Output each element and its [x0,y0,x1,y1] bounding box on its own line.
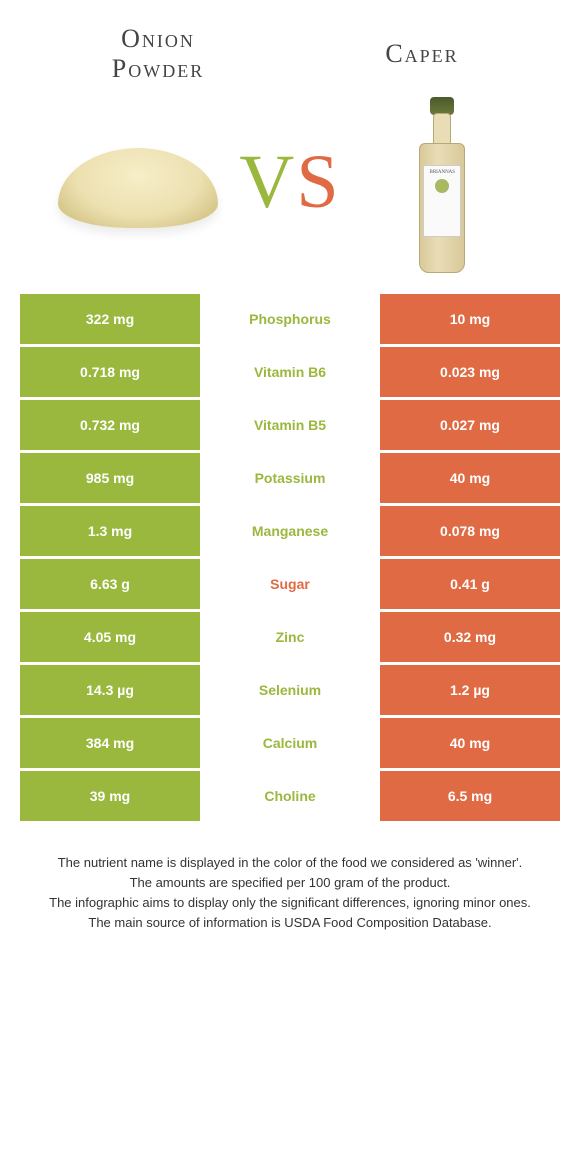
table-row: 1.3 mgManganese0.078 mg [20,506,560,556]
nutrient-name: Vitamin B6 [200,347,380,397]
table-row: 39 mgCholine6.5 mg [20,771,560,821]
vs-s: S [296,140,340,224]
footer-notes: The nutrient name is displayed in the co… [20,853,560,934]
left-food-header: Onion Powder [36,24,290,84]
nutrient-name: Phosphorus [200,294,380,344]
right-food-header: Caper [290,39,544,69]
nutrient-name: Sugar [200,559,380,609]
right-value: 6.5 mg [380,771,560,821]
table-row: 6.63 gSugar0.41 g [20,559,560,609]
left-food-title: Onion Powder [36,24,280,84]
left-food-image [36,94,239,272]
nutrient-comparison-table: 322 mgPhosphorus10 mg0.718 mgVitamin B60… [20,294,560,821]
left-title-line2: Powder [112,54,204,83]
left-value: 4.05 mg [20,612,200,662]
footer-line-3: The infographic aims to display only the… [20,893,560,913]
header-titles: Onion Powder Caper [0,0,580,84]
left-value: 39 mg [20,771,200,821]
bottle-brand-text: BRIANNAS [430,170,456,175]
right-value: 0.027 mg [380,400,560,450]
nutrient-name: Calcium [200,718,380,768]
left-value: 322 mg [20,294,200,344]
left-value: 0.718 mg [20,347,200,397]
images-row: VS BRIANNAS [0,84,580,294]
table-row: 4.05 mgZinc0.32 mg [20,612,560,662]
table-row: 384 mgCalcium40 mg [20,718,560,768]
right-value: 40 mg [380,453,560,503]
nutrient-name: Manganese [200,506,380,556]
nutrient-name: Choline [200,771,380,821]
onion-powder-illustration [58,128,218,238]
right-value: 0.32 mg [380,612,560,662]
left-value: 14.3 µg [20,665,200,715]
table-row: 0.732 mgVitamin B50.027 mg [20,400,560,450]
right-value: 0.41 g [380,559,560,609]
right-value: 40 mg [380,718,560,768]
right-value: 1.2 µg [380,665,560,715]
nutrient-name: Zinc [200,612,380,662]
nutrient-name: Vitamin B5 [200,400,380,450]
right-food-image: BRIANNAS [341,94,544,272]
left-value: 0.732 mg [20,400,200,450]
left-value: 985 mg [20,453,200,503]
right-value: 0.078 mg [380,506,560,556]
right-value: 10 mg [380,294,560,344]
left-value: 1.3 mg [20,506,200,556]
caper-bottle-illustration: BRIANNAS [411,93,473,273]
left-value: 6.63 g [20,559,200,609]
nutrient-name: Selenium [200,665,380,715]
footer-line-2: The amounts are specified per 100 gram o… [20,873,560,893]
table-row: 322 mgPhosphorus10 mg [20,294,560,344]
table-row: 985 mgPotassium40 mg [20,453,560,503]
left-title-line1: Onion [121,24,195,53]
nutrient-name: Potassium [200,453,380,503]
right-value: 0.023 mg [380,347,560,397]
footer-line-1: The nutrient name is displayed in the co… [20,853,560,873]
table-row: 14.3 µgSelenium1.2 µg [20,665,560,715]
right-food-title: Caper [300,39,544,69]
table-row: 0.718 mgVitamin B60.023 mg [20,347,560,397]
footer-line-4: The main source of information is USDA F… [20,913,560,933]
vs-v: V [239,140,296,224]
vs-label: VS [239,139,340,226]
left-value: 384 mg [20,718,200,768]
